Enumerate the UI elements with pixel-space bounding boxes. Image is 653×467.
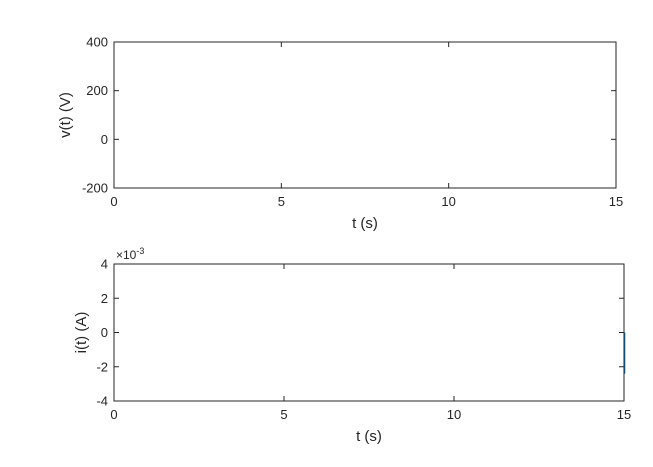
current-exponent-base: ×10 xyxy=(116,248,137,262)
current-ylabel: i(t) (A) xyxy=(73,312,90,354)
current-xtick-label-0: 0 xyxy=(110,407,117,422)
current-ytick-label-0: -4 xyxy=(96,394,108,409)
current-exponent-label: ×10-3 xyxy=(116,246,144,262)
current-axes-box xyxy=(113,263,625,402)
current-xtick-label-2: 10 xyxy=(447,407,461,422)
voltage-ytick-label-3: 400 xyxy=(86,35,108,50)
current-ytick-label-4: 4 xyxy=(101,257,108,272)
voltage-xtick-label-1: 5 xyxy=(278,194,285,209)
voltage-ytick-label-0: -200 xyxy=(82,181,108,196)
current-ytick-label-2: 0 xyxy=(101,325,108,340)
voltage-ytick-label-2: 200 xyxy=(86,83,108,98)
voltage-xtick-label-0: 0 xyxy=(110,194,117,209)
current-xtick-label-1: 5 xyxy=(280,407,287,422)
current-xlabel: t (s) xyxy=(356,428,382,445)
voltage-xtick-label-3: 15 xyxy=(609,194,623,209)
voltage-xlabel: t (s) xyxy=(352,215,378,232)
voltage-ytick-label-1: 0 xyxy=(101,132,108,147)
voltage-ylabel: v(t) (V) xyxy=(57,92,74,138)
current-exponent-power: -3 xyxy=(136,246,144,256)
current-ytick-label-1: -2 xyxy=(96,359,108,374)
current-ytick-label-3: 2 xyxy=(101,291,108,306)
current-xtick-label-3: 15 xyxy=(617,407,631,422)
voltage-axes-box xyxy=(113,41,617,189)
plot-current: 0 5 10 15 -4 -2 0 2 4 t (s) i(t) (A) ×10-3 xyxy=(73,246,631,445)
voltage-xtick-label-2: 10 xyxy=(441,194,455,209)
